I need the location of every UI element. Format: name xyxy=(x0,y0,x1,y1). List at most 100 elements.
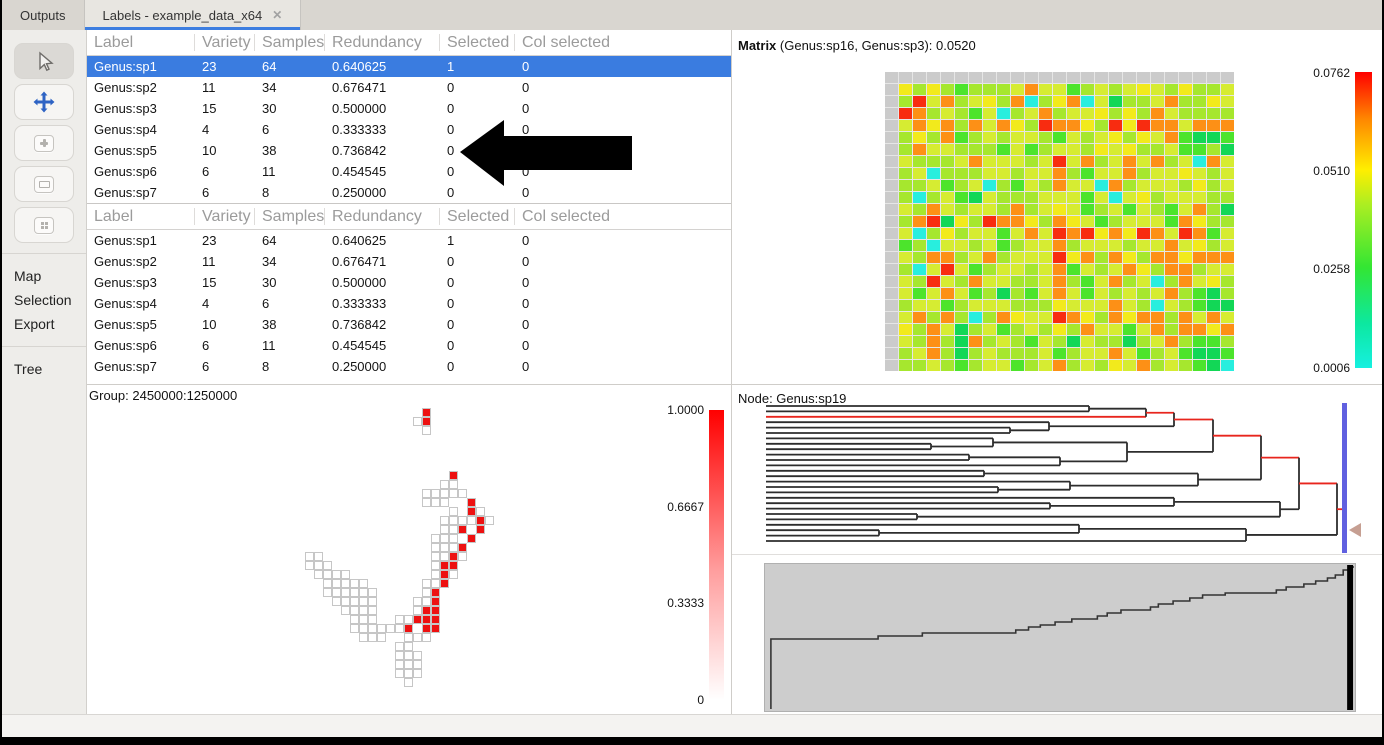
map-cell[interactable] xyxy=(386,624,395,633)
heatmap-cell[interactable] xyxy=(1095,288,1108,299)
heatmap-cell[interactable] xyxy=(969,348,982,359)
heatmap-cell[interactable] xyxy=(983,312,996,323)
heatmap-cell[interactable] xyxy=(1095,192,1108,203)
tool-zoom-button[interactable] xyxy=(14,125,74,161)
heatmap-cell[interactable] xyxy=(899,228,912,239)
heatmap-cell[interactable] xyxy=(983,336,996,347)
heatmap-cell[interactable] xyxy=(1137,144,1150,155)
heatmap-cell[interactable] xyxy=(899,156,912,167)
heatmap-cell[interactable] xyxy=(1011,252,1024,263)
heatmap-cell[interactable] xyxy=(927,276,940,287)
merge-height-step-chart[interactable] xyxy=(764,563,1356,712)
heatmap-cell[interactable] xyxy=(913,132,926,143)
heatmap-cell[interactable] xyxy=(941,312,954,323)
heatmap-cell[interactable] xyxy=(1025,228,1038,239)
heatmap-cell[interactable] xyxy=(927,216,940,227)
map-cell-selected[interactable] xyxy=(413,615,422,624)
heatmap-cell[interactable] xyxy=(899,348,912,359)
heatmap-cell[interactable] xyxy=(955,96,968,107)
table-row[interactable]: Genus:sp7 6 8 0.250000 0 0 xyxy=(87,356,731,377)
heatmap-cell[interactable] xyxy=(983,192,996,203)
map-cell[interactable] xyxy=(413,660,422,669)
heatmap-cell[interactable] xyxy=(1039,312,1052,323)
tool-cursor-button[interactable] xyxy=(14,43,74,79)
heatmap-cell[interactable] xyxy=(1179,240,1192,251)
heatmap-cell[interactable] xyxy=(969,288,982,299)
map-cell[interactable] xyxy=(350,588,359,597)
map-cell[interactable] xyxy=(395,624,404,633)
column-header-variety[interactable]: Variety xyxy=(195,208,255,225)
heatmap-cell[interactable] xyxy=(1081,204,1094,215)
heatmap-cell[interactable] xyxy=(1039,204,1052,215)
heatmap-cell[interactable] xyxy=(927,300,940,311)
heatmap-cell[interactable] xyxy=(1109,192,1122,203)
heatmap-cell[interactable] xyxy=(1053,252,1066,263)
heatmap-cell[interactable] xyxy=(1123,120,1136,131)
heatmap-cell[interactable] xyxy=(1025,324,1038,335)
heatmap-cell[interactable] xyxy=(1039,120,1052,131)
map-cell[interactable] xyxy=(395,642,404,651)
heatmap-cell[interactable] xyxy=(1165,132,1178,143)
heatmap-cell[interactable] xyxy=(927,252,940,263)
heatmap-cell[interactable] xyxy=(1137,300,1150,311)
heatmap-cell[interactable] xyxy=(1137,276,1150,287)
heatmap-cell[interactable] xyxy=(927,240,940,251)
heatmap-cell[interactable] xyxy=(1067,96,1080,107)
heatmap-cell[interactable] xyxy=(1165,156,1178,167)
heatmap-cell[interactable] xyxy=(927,84,940,95)
heatmap-cell[interactable] xyxy=(955,108,968,119)
heatmap-cell[interactable] xyxy=(1081,348,1094,359)
heatmap-cell[interactable] xyxy=(913,252,926,263)
heatmap-cell[interactable] xyxy=(913,192,926,203)
heatmap-cell[interactable] xyxy=(955,348,968,359)
map-cell[interactable] xyxy=(476,507,485,516)
heatmap-cell[interactable] xyxy=(1095,216,1108,227)
heatmap-cell[interactable] xyxy=(1221,132,1234,143)
heatmap-cell[interactable] xyxy=(913,216,926,227)
heatmap-cell[interactable] xyxy=(1067,276,1080,287)
heatmap-cell[interactable] xyxy=(899,288,912,299)
heatmap-cell[interactable] xyxy=(1039,108,1052,119)
table-row[interactable]: Genus:sp3 15 30 0.500000 0 0 xyxy=(87,272,731,293)
heatmap-cell[interactable] xyxy=(1095,360,1108,371)
heatmap-cell[interactable] xyxy=(1151,300,1164,311)
heatmap-cell[interactable] xyxy=(1179,360,1192,371)
heatmap-cell[interactable] xyxy=(1067,348,1080,359)
heatmap-cell[interactable] xyxy=(997,156,1010,167)
heatmap-cell[interactable] xyxy=(1067,168,1080,179)
heatmap-cell[interactable] xyxy=(1039,288,1052,299)
heatmap-cell[interactable] xyxy=(941,168,954,179)
map-cell-selected[interactable] xyxy=(467,498,476,507)
heatmap-cell[interactable] xyxy=(955,252,968,263)
map-cell[interactable] xyxy=(422,489,431,498)
map-cell[interactable] xyxy=(422,588,431,597)
heatmap-cell[interactable] xyxy=(1053,312,1066,323)
heatmap-cell[interactable] xyxy=(969,252,982,263)
heatmap-cell[interactable] xyxy=(1081,216,1094,227)
heatmap-cell[interactable] xyxy=(1123,168,1136,179)
heatmap-cell[interactable] xyxy=(1165,84,1178,95)
heatmap-cell[interactable] xyxy=(1221,168,1234,179)
heatmap-cell[interactable] xyxy=(1081,252,1094,263)
map-cell[interactable] xyxy=(413,597,422,606)
heatmap-cell[interactable] xyxy=(1207,120,1220,131)
heatmap-cell[interactable] xyxy=(1095,312,1108,323)
heatmap-cell[interactable] xyxy=(913,264,926,275)
heatmap-cell[interactable] xyxy=(1053,288,1066,299)
heatmap-cell[interactable] xyxy=(899,120,912,131)
heatmap-cell[interactable] xyxy=(1193,180,1206,191)
heatmap-cell[interactable] xyxy=(1207,324,1220,335)
heatmap-cell[interactable] xyxy=(969,120,982,131)
map-cell[interactable] xyxy=(458,489,467,498)
heatmap-cell[interactable] xyxy=(1137,132,1150,143)
map-cell-selected[interactable] xyxy=(458,543,467,552)
heatmap-cell[interactable] xyxy=(1123,84,1136,95)
heatmap-cell[interactable] xyxy=(997,360,1010,371)
heatmap-cell[interactable] xyxy=(1221,96,1234,107)
heatmap-cell[interactable] xyxy=(1039,192,1052,203)
heatmap-cell[interactable] xyxy=(997,192,1010,203)
heatmap-cell[interactable] xyxy=(1011,336,1024,347)
map-cell-selected[interactable] xyxy=(476,516,485,525)
heatmap-cell[interactable] xyxy=(913,180,926,191)
heatmap-cell[interactable] xyxy=(1053,180,1066,191)
